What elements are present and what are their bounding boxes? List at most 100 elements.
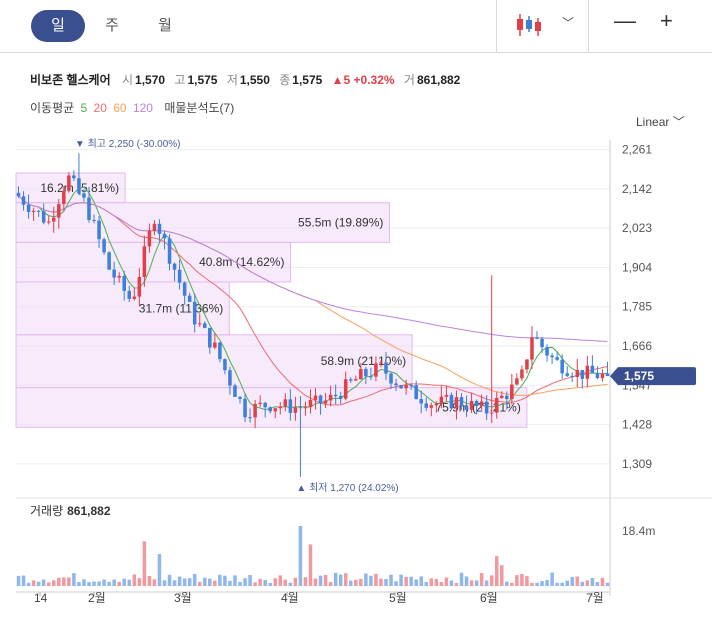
candle-body [434,403,439,406]
volume-bar [500,565,504,586]
candle-body [197,323,202,325]
candle-body [595,373,600,379]
volume-title-label: 거래량 [30,504,64,518]
volume-bar [369,575,373,586]
candle-body [535,337,539,339]
chevron-down-icon[interactable]: ﹀ [562,16,575,30]
volume-bar [530,582,534,586]
quote-summary: 비보존 헬스케어 시 1,570 고 1,575 저 1,550 종 1,575 ▲5 … [30,71,466,88]
volume-bar [46,582,51,586]
volume-bar [474,580,479,586]
volume-bar [444,577,449,586]
volume-profile-label: 31.7m (11.36%) [139,301,224,315]
ma-label: 이동평균 [30,101,75,115]
candle-body [364,369,368,377]
y-tick-label: 1,428 [622,418,652,432]
volume-bar [354,579,358,586]
candle-body [157,223,162,234]
zoom-in-button[interactable]: + [660,8,673,33]
candle-body [474,401,479,407]
tab-month[interactable]: 월 [158,17,172,34]
open-label: 시 [121,73,134,87]
candle-body [77,178,81,194]
candle-body [494,397,499,413]
candle-body [218,342,222,360]
volume-bar [233,575,237,586]
divider [588,0,589,52]
candle-body [182,282,187,296]
tab-day[interactable]: 일 [31,10,85,42]
candle-body [152,223,157,231]
ma-5: 5 [80,101,88,115]
volume-bar [87,582,91,586]
volume-bar [585,580,590,586]
volume-profile-label: 40.8m (14.62%) [199,255,284,269]
volume-bar [318,575,323,586]
tab-week[interactable]: 주 [105,17,119,34]
volume-bar [570,577,575,586]
candle-body [510,384,514,400]
candle-body [253,403,257,418]
volume-bar [92,581,96,586]
volume-bar [600,577,605,586]
volume-bar [535,582,539,586]
candle-body [298,407,303,409]
high-annotation: ▼ 최고 2,250 (-30.00%) [75,138,181,150]
zoom-out-button[interactable]: — [614,8,636,33]
volume-bar [137,578,142,586]
candlestick-icon[interactable] [514,12,544,38]
candle-body [313,395,318,400]
candle-body [525,359,529,370]
high-value: 1,575 [187,73,218,87]
volume-bar [550,572,554,586]
candle-body [343,379,348,399]
candle-body [414,385,418,400]
volume-bar [308,544,313,586]
open-value: 1,570 [135,73,166,87]
candle-body [233,385,237,397]
candle-body [51,217,56,222]
volume-bar [303,577,308,586]
volume-bar [409,576,413,586]
candle-body [580,369,585,379]
candle-body [389,373,393,384]
scale-select[interactable]: Linear ﹀ [636,113,685,130]
change-value: ▲5 +0.32% [331,73,395,87]
volume-bar [77,582,81,586]
candle-body [132,296,137,299]
candle-body [308,399,313,408]
stock-name: 비보존 헬스케어 [30,73,111,87]
moving-average-legend[interactable]: 이동평균 5 20 60 120 매물분석도(7) [30,99,234,116]
volume-bar [323,574,328,586]
candle-body [177,269,182,283]
ma-120: 120 [132,101,153,115]
volume-bar [122,578,126,586]
candle-body [46,221,51,223]
volume-bar [172,580,177,586]
candle-body [167,238,172,264]
candle-body [550,355,554,358]
volume-bar [238,581,242,586]
candle-body [419,399,423,404]
volume-bar [328,582,333,586]
volume-bar [343,573,348,586]
volume-bar [283,579,288,586]
candle-body [192,301,197,325]
candle-body [570,375,575,378]
x-tick-label: 5월 [389,591,407,605]
volume-bar [293,577,298,586]
volume-bar [494,556,499,586]
candle-body [187,295,192,302]
candle-body [228,370,232,386]
volume-bar [414,579,418,586]
volume-bar [228,580,232,586]
volume-profile-label: 매물분석도(7) [164,101,235,115]
candle-body [288,399,293,413]
volume-bar [555,582,559,586]
candle-body [449,394,454,409]
candle-body [57,204,61,218]
volume-title: 거래량 861,882 [30,502,111,519]
volume-bar [379,578,383,586]
candle-body [454,397,459,409]
